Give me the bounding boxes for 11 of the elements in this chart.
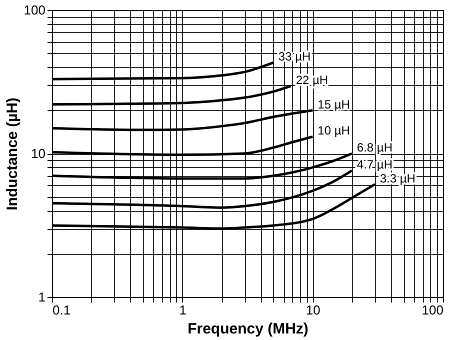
x-tick-label: 100 bbox=[422, 302, 444, 318]
x-axis-title: Frequency (MHz) bbox=[188, 320, 308, 338]
x-tick-label: 1 bbox=[179, 302, 186, 318]
series-label: 15 µH bbox=[318, 97, 350, 112]
series-label: 10 µH bbox=[318, 124, 350, 138]
y-tick-label: 1 bbox=[38, 290, 46, 304]
x-tick-label: 0.1 bbox=[52, 302, 71, 318]
y-axis-title: Inductance (µH) bbox=[4, 98, 21, 210]
x-tick-label: 10 bbox=[306, 302, 320, 318]
y-tick-label: 10 bbox=[31, 146, 46, 161]
y-tick-label: 100 bbox=[24, 2, 46, 18]
